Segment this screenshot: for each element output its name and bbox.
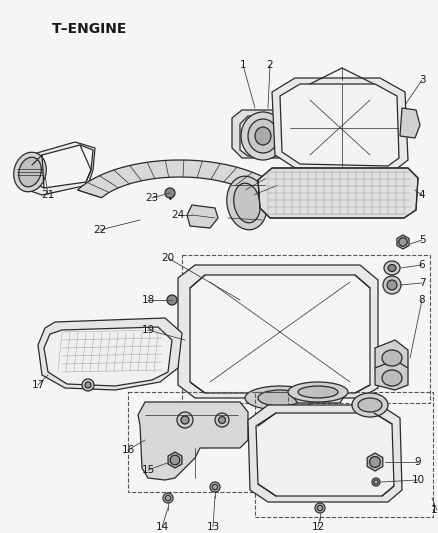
Text: 2: 2 [267,60,273,70]
Polygon shape [178,265,378,398]
Text: 5: 5 [419,235,425,245]
Polygon shape [258,168,418,218]
Ellipse shape [288,382,348,402]
Ellipse shape [388,264,396,271]
Ellipse shape [358,398,382,412]
Ellipse shape [374,480,378,484]
Text: 1: 1 [240,60,246,70]
Text: 20: 20 [162,253,175,263]
Ellipse shape [352,393,388,417]
Polygon shape [292,388,345,403]
Bar [255,392,433,517]
Text: 11: 11 [431,505,438,515]
Text: 10: 10 [411,475,424,485]
Text: 17: 17 [32,380,45,390]
Ellipse shape [165,188,175,198]
Text: 18: 18 [141,295,155,305]
Ellipse shape [219,416,226,424]
Text: 23: 23 [145,193,159,203]
Ellipse shape [255,127,271,145]
Bar [182,255,430,403]
Text: 15: 15 [141,465,155,475]
Ellipse shape [372,478,380,486]
Ellipse shape [82,379,94,391]
Text: 14: 14 [155,522,169,532]
Ellipse shape [241,112,285,160]
Polygon shape [44,327,172,386]
Ellipse shape [382,350,402,366]
Ellipse shape [177,412,193,428]
Text: 4: 4 [419,190,425,200]
Text: T–ENGINE: T–ENGINE [52,22,127,36]
Ellipse shape [163,493,173,503]
Polygon shape [397,235,409,249]
Polygon shape [78,160,277,198]
Polygon shape [168,452,182,468]
Text: 24: 24 [171,210,185,220]
Ellipse shape [227,176,267,230]
Polygon shape [30,145,93,188]
Polygon shape [190,275,370,393]
Ellipse shape [212,484,218,490]
Polygon shape [248,405,402,502]
Polygon shape [240,116,286,156]
Polygon shape [272,78,408,170]
Polygon shape [375,360,408,390]
Ellipse shape [85,382,91,388]
Ellipse shape [19,157,41,187]
Polygon shape [256,413,394,496]
Polygon shape [280,84,399,166]
Text: 9: 9 [415,457,421,467]
Text: 16: 16 [121,445,134,455]
Text: 21: 21 [41,190,55,200]
Ellipse shape [258,390,302,406]
Text: 13: 13 [206,522,219,532]
Ellipse shape [383,276,401,294]
Ellipse shape [170,455,180,465]
Ellipse shape [181,416,189,424]
Polygon shape [187,205,218,228]
Polygon shape [400,108,420,138]
Ellipse shape [399,238,407,246]
Ellipse shape [167,295,177,305]
Ellipse shape [14,152,46,192]
Ellipse shape [210,482,220,492]
Ellipse shape [248,119,278,153]
Ellipse shape [234,183,260,223]
Ellipse shape [317,505,323,511]
Text: 6: 6 [419,260,425,270]
Polygon shape [18,142,95,195]
Ellipse shape [387,280,397,290]
Ellipse shape [165,495,171,500]
Ellipse shape [298,386,338,398]
Polygon shape [232,110,292,158]
Text: 8: 8 [419,295,425,305]
Ellipse shape [245,386,315,410]
Polygon shape [138,402,248,480]
Polygon shape [375,340,408,375]
Text: 12: 12 [311,522,325,532]
Text: 7: 7 [419,278,425,288]
Ellipse shape [382,370,402,386]
Polygon shape [367,453,383,471]
Bar [128,392,288,492]
Text: 22: 22 [93,225,106,235]
Ellipse shape [315,503,325,513]
Ellipse shape [215,413,229,427]
Ellipse shape [384,261,400,275]
Polygon shape [280,128,300,152]
Text: •: • [168,196,173,205]
Polygon shape [38,318,182,390]
Text: 3: 3 [419,75,425,85]
Ellipse shape [370,457,380,467]
Text: 19: 19 [141,325,155,335]
